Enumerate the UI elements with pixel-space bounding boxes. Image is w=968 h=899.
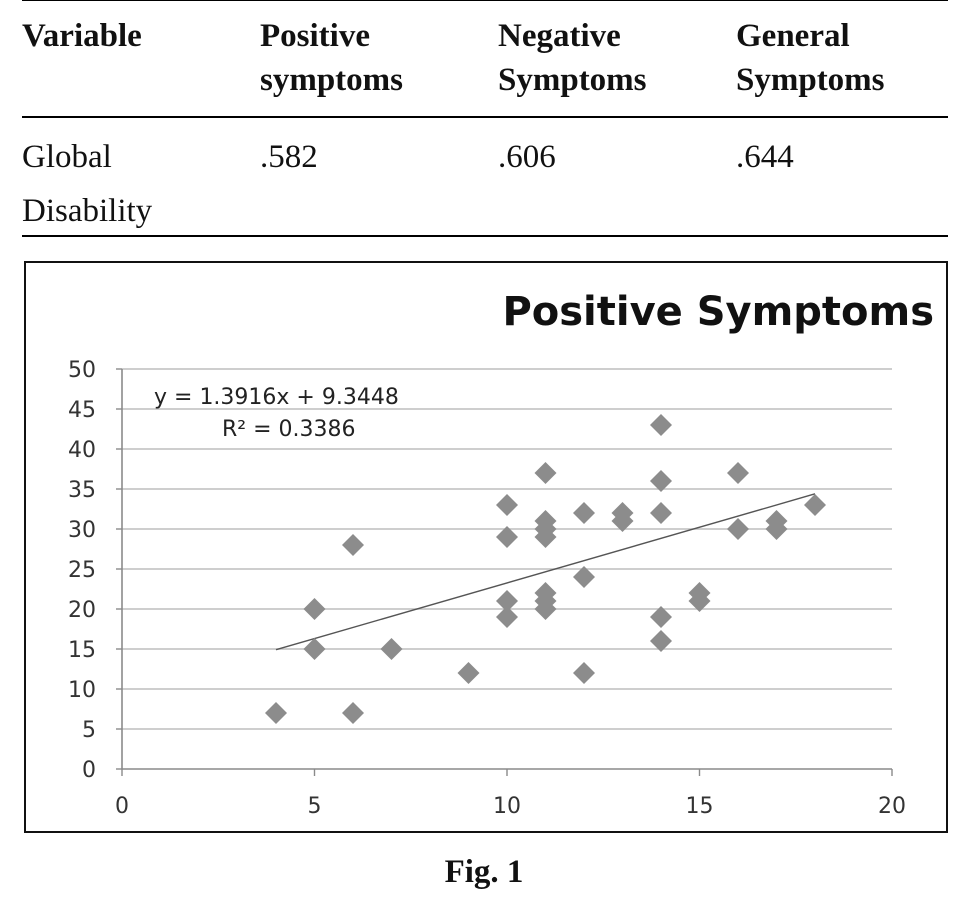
y-tick-label-45: 45 xyxy=(68,398,96,423)
data-point-34 xyxy=(804,494,826,516)
data-point-27 xyxy=(650,630,672,652)
y-tick-labels: 0 5 10 15 20 25 30 35 40 45 50 xyxy=(68,358,96,783)
y-tick-label-25: 25 xyxy=(68,558,96,583)
table-header-rule xyxy=(22,116,948,118)
data-point-22 xyxy=(611,510,634,532)
data-point-6 xyxy=(457,662,480,684)
y-tick-label-20: 20 xyxy=(68,598,96,623)
table-top-rule xyxy=(22,0,948,1)
header-general-line1: General xyxy=(736,18,850,54)
header-general-line2: Symptoms xyxy=(736,62,885,98)
data-point-31 xyxy=(727,518,749,540)
y-tick-label-15: 15 xyxy=(68,638,96,663)
value-general: .644 xyxy=(736,139,794,175)
scatter-chart-frame: Positive Symptoms 0 5 10 15 20 25 30 35 40 45 50 0… xyxy=(24,261,948,833)
data-point-10 xyxy=(496,606,518,628)
data-point-20 xyxy=(573,662,595,684)
trendline xyxy=(275,493,816,651)
data-point-7 xyxy=(496,494,518,516)
data-point-14 xyxy=(534,526,557,548)
figure-caption: Fig. 1 xyxy=(444,854,524,890)
x-tick-label-5: 5 xyxy=(308,794,322,819)
chart-title: Positive Symptoms xyxy=(502,289,934,335)
row-label-global-disability: Global Disability xyxy=(22,130,152,238)
data-points xyxy=(265,414,826,724)
y-tick-label-30: 30 xyxy=(68,518,96,543)
data-point-30 xyxy=(727,462,749,484)
data-point-24 xyxy=(650,470,672,492)
data-point-17 xyxy=(534,598,557,620)
y-tick-label-40: 40 xyxy=(68,438,96,463)
header-positive-symptoms: Positive symptoms xyxy=(260,14,403,102)
header-negative-line1: Negative xyxy=(498,18,621,54)
data-point-19 xyxy=(573,566,595,588)
trendline-equation: y = 1.3916x + 9.3448 xyxy=(154,385,399,410)
trendline-group xyxy=(275,493,816,651)
header-negative-line2: Symptoms xyxy=(498,62,647,98)
data-point-11 xyxy=(534,462,557,484)
data-point-29 xyxy=(688,590,711,612)
y-tick-label-35: 35 xyxy=(68,478,96,503)
data-point-4 xyxy=(342,702,364,724)
data-point-9 xyxy=(496,590,518,612)
value-positive: .582 xyxy=(260,139,318,175)
header-variable-line1: Variable xyxy=(22,18,142,54)
header-general-symptoms: General Symptoms xyxy=(736,14,885,102)
data-point-8 xyxy=(496,526,518,548)
value-negative: .606 xyxy=(498,139,556,175)
data-point-25 xyxy=(650,502,672,524)
x-tick-label-15: 15 xyxy=(686,794,714,819)
table-bottom-rule xyxy=(22,235,948,237)
data-point-18 xyxy=(573,502,595,524)
x-tick-labels: 0 5 10 15 20 xyxy=(115,794,906,819)
x-tick-label-10: 10 xyxy=(493,794,521,819)
data-point-5 xyxy=(380,638,403,660)
header-positive-line1: Positive xyxy=(260,18,370,54)
data-point-0 xyxy=(265,702,287,724)
data-point-33 xyxy=(765,518,788,540)
row-label-line1: Global xyxy=(22,139,112,175)
header-negative-symptoms: Negative Symptoms xyxy=(498,14,647,102)
header-positive-line2: symptoms xyxy=(260,62,404,98)
data-point-3 xyxy=(342,534,364,556)
x-tick-label-20: 20 xyxy=(878,794,906,819)
data-point-2 xyxy=(303,638,326,660)
axes xyxy=(121,369,893,776)
y-tick-label-0: 0 xyxy=(82,758,96,783)
trendline-r-squared: R² = 0.3386 xyxy=(222,417,356,442)
header-variable: Variable xyxy=(22,14,142,58)
data-point-26 xyxy=(650,606,672,628)
y-tick-label-10: 10 xyxy=(68,678,96,703)
x-tick-label-0: 0 xyxy=(115,794,129,819)
data-point-1 xyxy=(303,598,326,620)
row-label-line2: Disability xyxy=(22,193,153,229)
data-point-23 xyxy=(650,414,672,436)
y-tick-label-5: 5 xyxy=(82,718,96,743)
y-tick-label-50: 50 xyxy=(68,358,96,383)
